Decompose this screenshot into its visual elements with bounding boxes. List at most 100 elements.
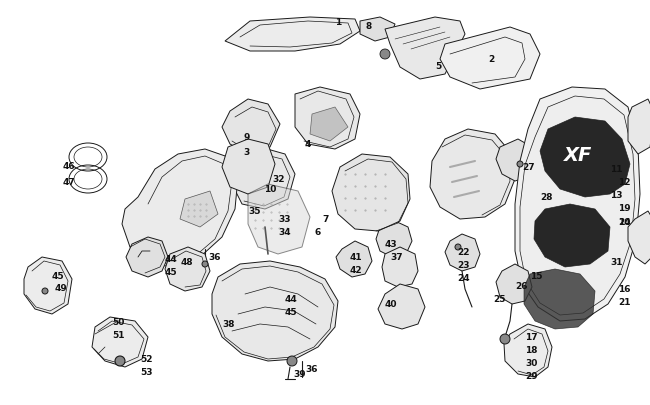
Text: 20: 20	[618, 217, 630, 226]
Polygon shape	[430, 130, 515, 220]
Polygon shape	[310, 108, 348, 142]
Polygon shape	[165, 247, 210, 291]
Text: 3: 3	[243, 148, 249, 157]
Polygon shape	[628, 211, 650, 264]
Polygon shape	[385, 18, 465, 80]
Polygon shape	[332, 155, 410, 231]
Text: 47: 47	[63, 177, 76, 187]
Circle shape	[455, 244, 461, 250]
Text: 45: 45	[165, 267, 177, 276]
Text: 21: 21	[618, 297, 630, 306]
Circle shape	[115, 356, 125, 366]
Text: 1: 1	[335, 18, 341, 27]
Text: 23: 23	[457, 260, 469, 269]
Text: 25: 25	[493, 294, 506, 303]
Polygon shape	[180, 192, 218, 228]
Polygon shape	[515, 88, 640, 321]
Polygon shape	[445, 234, 480, 271]
Polygon shape	[212, 261, 338, 361]
Text: 46: 46	[63, 162, 75, 171]
Text: 35: 35	[248, 207, 261, 215]
Polygon shape	[92, 317, 148, 367]
Text: 37: 37	[390, 252, 402, 261]
Text: 45: 45	[285, 307, 298, 316]
Text: 2: 2	[488, 55, 494, 64]
Text: 40: 40	[385, 299, 398, 308]
Text: 19: 19	[618, 203, 630, 213]
Text: 42: 42	[350, 265, 363, 274]
Text: 31: 31	[610, 257, 623, 266]
Text: XF: XF	[564, 145, 592, 164]
Text: 39: 39	[293, 369, 306, 378]
Text: 43: 43	[385, 239, 398, 248]
Polygon shape	[534, 205, 610, 267]
Circle shape	[202, 261, 208, 267]
Circle shape	[500, 334, 510, 344]
Text: 51: 51	[112, 330, 125, 339]
Text: 28: 28	[540, 192, 552, 202]
Text: 50: 50	[112, 317, 124, 326]
Polygon shape	[360, 18, 395, 42]
Polygon shape	[382, 247, 418, 287]
Text: 27: 27	[522, 162, 534, 172]
Circle shape	[42, 288, 48, 294]
Polygon shape	[222, 140, 275, 194]
Polygon shape	[232, 148, 295, 209]
Text: 44: 44	[165, 254, 177, 263]
Circle shape	[287, 356, 297, 366]
Text: 16: 16	[618, 284, 630, 293]
Polygon shape	[122, 149, 238, 267]
Polygon shape	[376, 222, 412, 257]
Polygon shape	[628, 100, 650, 155]
Text: 4: 4	[305, 140, 311, 149]
Text: 6: 6	[315, 228, 321, 237]
Text: 36: 36	[208, 252, 220, 261]
Text: 49: 49	[55, 284, 68, 292]
Text: 32: 32	[272, 175, 285, 183]
Text: 36: 36	[305, 364, 317, 373]
Text: 17: 17	[525, 332, 538, 341]
Polygon shape	[295, 88, 360, 149]
Polygon shape	[504, 324, 552, 377]
Polygon shape	[248, 185, 310, 254]
Polygon shape	[336, 241, 372, 277]
Text: 8: 8	[366, 22, 372, 31]
Polygon shape	[126, 237, 168, 277]
Polygon shape	[225, 18, 360, 52]
Text: 15: 15	[530, 271, 543, 280]
Text: 9: 9	[244, 133, 250, 142]
Text: 5: 5	[435, 62, 441, 71]
Text: 45: 45	[52, 271, 64, 280]
Text: 33: 33	[278, 215, 291, 224]
Text: 26: 26	[515, 281, 528, 290]
Polygon shape	[540, 118, 630, 198]
Text: 30: 30	[525, 358, 538, 367]
Text: 10: 10	[264, 185, 276, 194]
Polygon shape	[520, 97, 635, 315]
Text: 18: 18	[525, 345, 538, 354]
Text: 14: 14	[618, 217, 630, 226]
Text: 53: 53	[140, 367, 153, 376]
Polygon shape	[222, 100, 280, 155]
Text: 24: 24	[457, 273, 469, 282]
Polygon shape	[440, 28, 540, 90]
Text: 29: 29	[525, 371, 538, 380]
Text: 38: 38	[222, 319, 235, 328]
Text: 41: 41	[350, 252, 363, 261]
Polygon shape	[496, 264, 532, 304]
Polygon shape	[24, 257, 72, 314]
Text: 22: 22	[457, 247, 469, 256]
Text: 44: 44	[285, 294, 298, 303]
Text: 12: 12	[618, 177, 630, 187]
Text: 34: 34	[278, 228, 291, 237]
Text: 52: 52	[140, 354, 153, 363]
Polygon shape	[496, 140, 535, 181]
Text: 13: 13	[610, 190, 623, 200]
Text: 48: 48	[181, 257, 194, 266]
Polygon shape	[378, 284, 425, 329]
Text: 7: 7	[322, 215, 328, 224]
Circle shape	[380, 50, 390, 60]
Circle shape	[517, 162, 523, 168]
Polygon shape	[524, 269, 595, 329]
Text: 11: 11	[610, 164, 623, 174]
